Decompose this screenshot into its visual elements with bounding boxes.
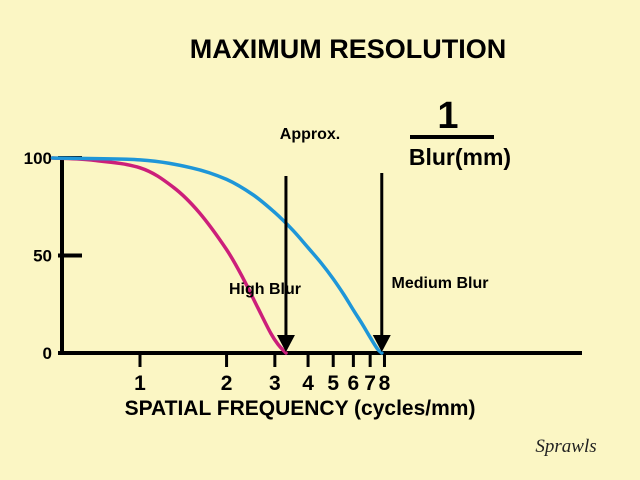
indicator-arrow-head: [372, 335, 391, 352]
chart-arrows: [276, 173, 391, 352]
signature-text: Sprawls: [535, 436, 596, 457]
fraction-numerator: 1: [437, 95, 458, 137]
medium-blur-curve: [50, 156, 384, 355]
x-tick-label: 8: [379, 372, 391, 395]
fraction-bar: [410, 135, 494, 139]
x-axis-label: SPATIAL FREQUENCY (cycles/mm): [125, 397, 476, 420]
x-tick-label: 5: [327, 372, 339, 395]
x-tick-label: 3: [269, 372, 281, 395]
x-tick-label: 1: [134, 372, 146, 395]
x-tick-label: 6: [348, 372, 360, 395]
medium-blur-label: Medium Blur: [392, 275, 489, 292]
y-tick-label: 50: [33, 247, 52, 266]
indicator-arrow-head: [276, 335, 295, 352]
approx-label: Approx.: [280, 126, 340, 143]
y-tick-label: 0: [43, 344, 52, 363]
series-labels: High Blur Medium Blur: [229, 275, 488, 298]
chart-title: MAXIMUM RESOLUTION: [190, 34, 507, 64]
chart-curves: [50, 156, 384, 355]
x-tick-label: 4: [302, 372, 314, 395]
x-tick-label: 2: [221, 372, 233, 395]
high-blur-label: High Blur: [229, 281, 301, 298]
x-tick-label: 7: [364, 372, 376, 395]
y-tick-label: 100: [24, 149, 52, 168]
high-blur-curve: [50, 156, 288, 355]
fraction-denominator: Blur(mm): [409, 144, 511, 170]
chart-axes: 0 50 100 1 2 3 4 5 6 7 8: [24, 149, 582, 395]
